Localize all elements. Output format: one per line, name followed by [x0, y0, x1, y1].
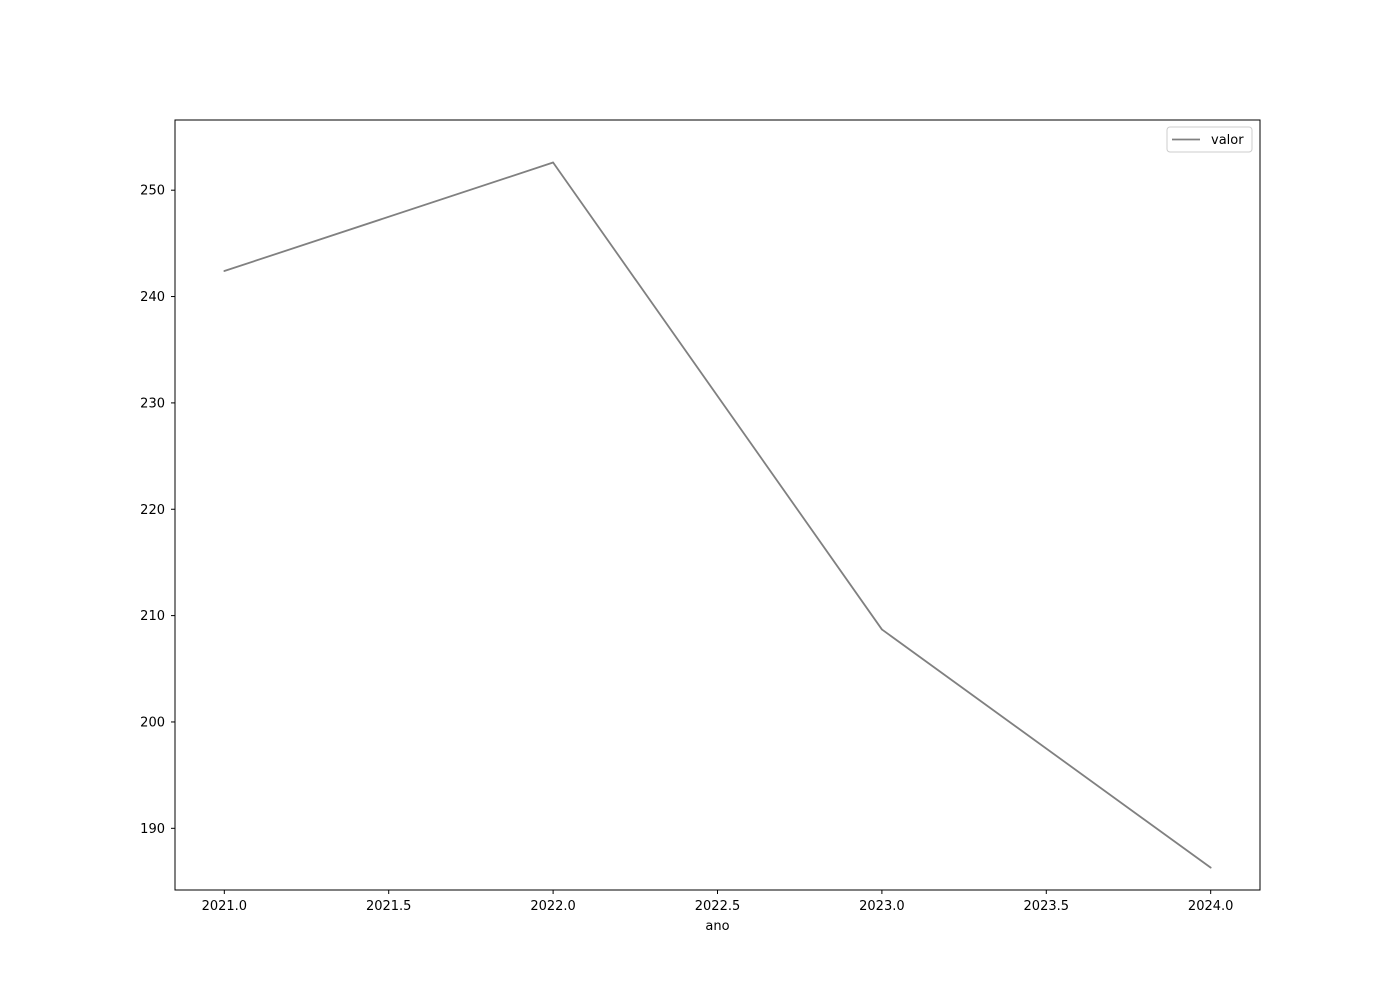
data-point	[1209, 866, 1212, 869]
y-axis: 190 200 210 220 230 240 250	[140, 184, 175, 837]
x-tick-label: 2022.5	[695, 899, 741, 914]
x-tick-label: 2024.0	[1188, 899, 1234, 914]
series-layer	[223, 161, 1212, 869]
x-tick-label: 2021.5	[366, 899, 412, 914]
data-point	[223, 270, 226, 272]
x-tick-label: 2023.5	[1024, 899, 1070, 914]
y-tick-label: 220	[140, 503, 165, 518]
series-line-valor	[224, 161, 1212, 869]
x-axis-label: ano	[705, 919, 729, 934]
x-tick-label: 2022.0	[530, 899, 576, 914]
data-point	[552, 161, 555, 164]
legend-label: valor	[1211, 133, 1244, 148]
y-tick-label: 190	[140, 822, 165, 837]
y-tick-label: 250	[140, 184, 165, 199]
y-tick-label: 200	[140, 715, 165, 730]
y-tick-label: 210	[140, 609, 165, 624]
y-tick-label: 240	[140, 290, 165, 305]
legend-box	[1166, 126, 1253, 153]
x-tick-label: 2021.0	[202, 899, 248, 914]
x-tick-label: 2023.0	[859, 899, 905, 914]
legend: valor	[1166, 126, 1253, 153]
data-point	[880, 628, 883, 631]
x-axis: 2021.0 2021.5 2022.0 2022.5 2023.0 2023.5 2024…	[202, 890, 1234, 914]
y-tick-label: 230	[140, 396, 165, 411]
